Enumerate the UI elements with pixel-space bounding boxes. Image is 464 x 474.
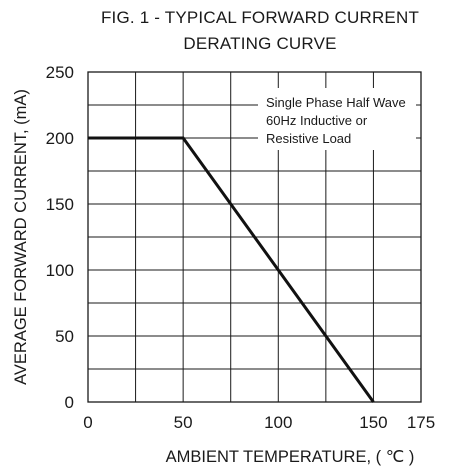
y-axis-label: AVERAGE FORWARD CURRENT, (mA) bbox=[12, 89, 30, 385]
x-tick-label: 175 bbox=[407, 413, 435, 432]
x-tick-label: 0 bbox=[83, 413, 92, 432]
chart-title-line-2: DERATING CURVE bbox=[183, 34, 337, 53]
annotation-line-2: 60Hz Inductive or bbox=[266, 113, 368, 128]
derating-curve bbox=[88, 136, 375, 403]
y-tick-label: 0 bbox=[65, 393, 74, 412]
y-tick-label: 100 bbox=[46, 261, 74, 280]
y-tick-label: 200 bbox=[46, 129, 74, 148]
x-tick-label: 150 bbox=[359, 413, 387, 432]
annotation-background bbox=[258, 88, 416, 150]
x-tick-label: 50 bbox=[174, 413, 193, 432]
x-tick-labels: 0 50 100 150 175 bbox=[83, 413, 435, 432]
annotation-line-3: Resistive Load bbox=[266, 131, 351, 146]
y-tick-labels: 0 50 100 150 200 250 bbox=[46, 63, 74, 412]
annotation-line-1: Single Phase Half Wave bbox=[266, 95, 406, 110]
x-tick-label: 100 bbox=[264, 413, 292, 432]
y-tick-label: 150 bbox=[46, 195, 74, 214]
y-tick-label: 250 bbox=[46, 63, 74, 82]
y-tick-label: 50 bbox=[55, 327, 74, 346]
x-axis-label: AMBIENT TEMPERATURE, ( ℃ ) bbox=[166, 448, 415, 466]
chart-title-line-1: FIG. 1 - TYPICAL FORWARD CURRENT bbox=[100, 8, 420, 27]
plot-frame bbox=[87, 71, 422, 403]
